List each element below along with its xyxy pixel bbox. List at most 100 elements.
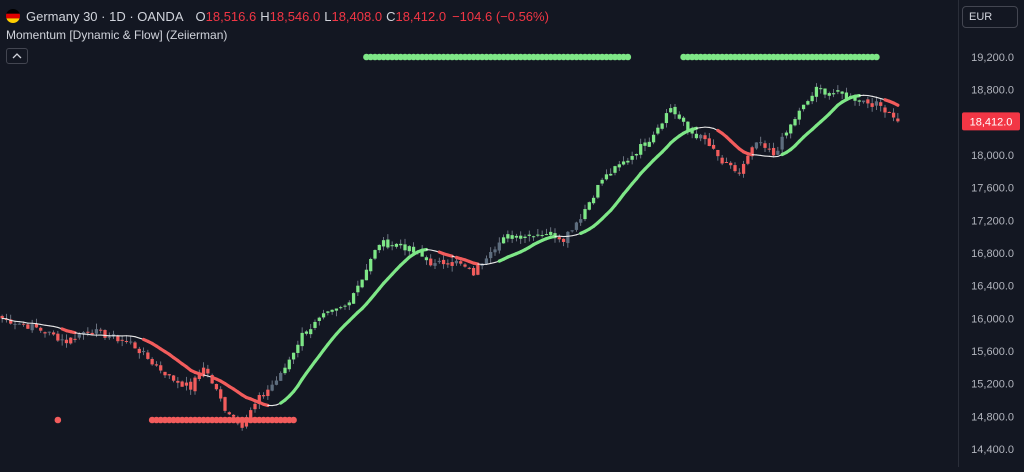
candle-body [125,341,128,342]
candle-body [588,202,591,210]
candle-body [811,96,814,101]
y-tick-label: 15,200.0 [971,379,1014,391]
candle-body [292,353,295,360]
candle-body [249,410,252,418]
momentum-flow-line [36,324,40,325]
candle-body [193,378,196,392]
candle-body [228,412,231,414]
y-tick-label: 16,800.0 [971,248,1014,260]
candle-body [26,324,29,328]
candle-body [382,240,385,246]
candle-body [86,332,89,333]
currency-selector[interactable]: EUR [962,6,1018,28]
candle-body [348,302,351,305]
candle-body [39,328,42,331]
candle-body [151,359,154,364]
candle-body [322,313,325,317]
candle-body [609,174,612,176]
candle-body [528,235,531,236]
candle-body [776,151,779,155]
candle-body [841,92,844,94]
candle-body [515,236,518,238]
momentum-flow-line [272,405,276,406]
candle-body [301,333,304,346]
bullish-momentum-dot [625,54,632,61]
candle-body [95,329,98,334]
candle-body [309,329,312,334]
candle-body [798,111,801,120]
candle-body [103,330,106,338]
price-axis-divider [958,0,959,467]
candle-body [288,360,291,370]
y-tick-label: 14,400.0 [971,444,1014,456]
close-label: C [386,9,395,24]
momentum-flow-line [474,263,478,264]
momentum-flow-line [872,96,876,97]
symbol-title[interactable]: Germany 30 · 1D · OANDA [26,9,184,24]
candle-body [181,382,184,387]
candle-body [703,135,706,139]
candle-body [455,261,458,264]
low-label: L [324,9,331,24]
candle-body [772,148,775,155]
candle-body [879,102,882,106]
momentum-flow-line [49,326,53,327]
candle-body [43,332,46,333]
momentum-flow-line [131,336,135,337]
y-tick-label: 14,800.0 [971,411,1014,423]
candle-body [836,90,839,92]
last-price-label: 18,412.0 [970,116,1013,128]
candle-body [133,342,136,348]
y-tick-label: 18,000.0 [971,150,1014,162]
candle-body [163,372,166,375]
candle-body [35,324,38,328]
candle-body [733,165,736,171]
candle-body [472,268,475,275]
momentum-flow-line [855,96,859,97]
candle-body [523,237,526,238]
momentum-flow-line [45,325,49,326]
candle-body [361,280,364,288]
candle-body [738,173,741,174]
candle-body [408,246,411,251]
low-value: 18,408.0 [331,9,382,24]
momentum-flow-line [199,374,203,375]
y-tick-label: 18,800.0 [971,85,1014,97]
candle-body [575,222,578,229]
candle-body [438,261,441,262]
candle-body [532,236,535,237]
candle-body [498,243,501,251]
candle-body [206,369,209,374]
candle-body [99,330,102,331]
change-value: −104.6 (−0.56%) [452,9,549,24]
candle-body [673,107,676,114]
candle-body [605,174,608,179]
collapse-indicators-button[interactable] [6,48,28,64]
candle-body [425,257,428,260]
candle-body [875,101,878,105]
indicator-title[interactable]: Momentum [Dynamic & Flow] (Zeiierman) [6,28,227,42]
candle-body [168,374,171,375]
candle-body [463,264,466,266]
candle-body [858,100,861,101]
momentum-flow-line [75,333,79,334]
candle-body [335,309,338,311]
momentum-flow-line [876,97,880,98]
momentum-flow-line [696,128,700,129]
candle-body [275,381,278,385]
candle-body [583,209,586,219]
momentum-flow-line [491,262,495,263]
momentum-flow-line [88,334,92,335]
candle-body [613,166,616,173]
candle-body [219,389,222,398]
candle-body [331,310,334,312]
momentum-flow-line [79,333,83,334]
candle-body [305,331,308,333]
candle-body [223,397,226,411]
candle-body [262,395,265,396]
candle-body [785,133,788,136]
candle-body [789,124,792,133]
candle-body [433,263,436,266]
